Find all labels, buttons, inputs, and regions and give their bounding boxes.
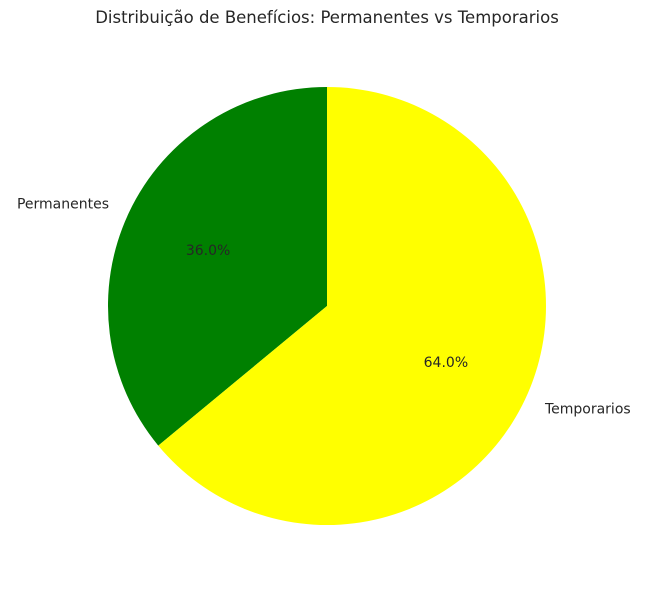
pie-slice-temporarios bbox=[158, 86, 546, 526]
slice-percent-permanentes: 36.0% bbox=[186, 243, 230, 259]
slice-label-permanentes: Permanentes bbox=[17, 196, 109, 212]
pie-slices bbox=[107, 86, 546, 526]
chart-title: Distribuição de Benefícios: Permanentes … bbox=[95, 8, 559, 27]
slice-label-temporarios: Temporarios bbox=[544, 402, 631, 418]
pie-labels: Permanentes 36.0% Temporarios 64.0% bbox=[17, 196, 631, 417]
slice-percent-temporarios: 64.0% bbox=[424, 355, 468, 371]
pie-slice-permanentes bbox=[107, 87, 327, 446]
